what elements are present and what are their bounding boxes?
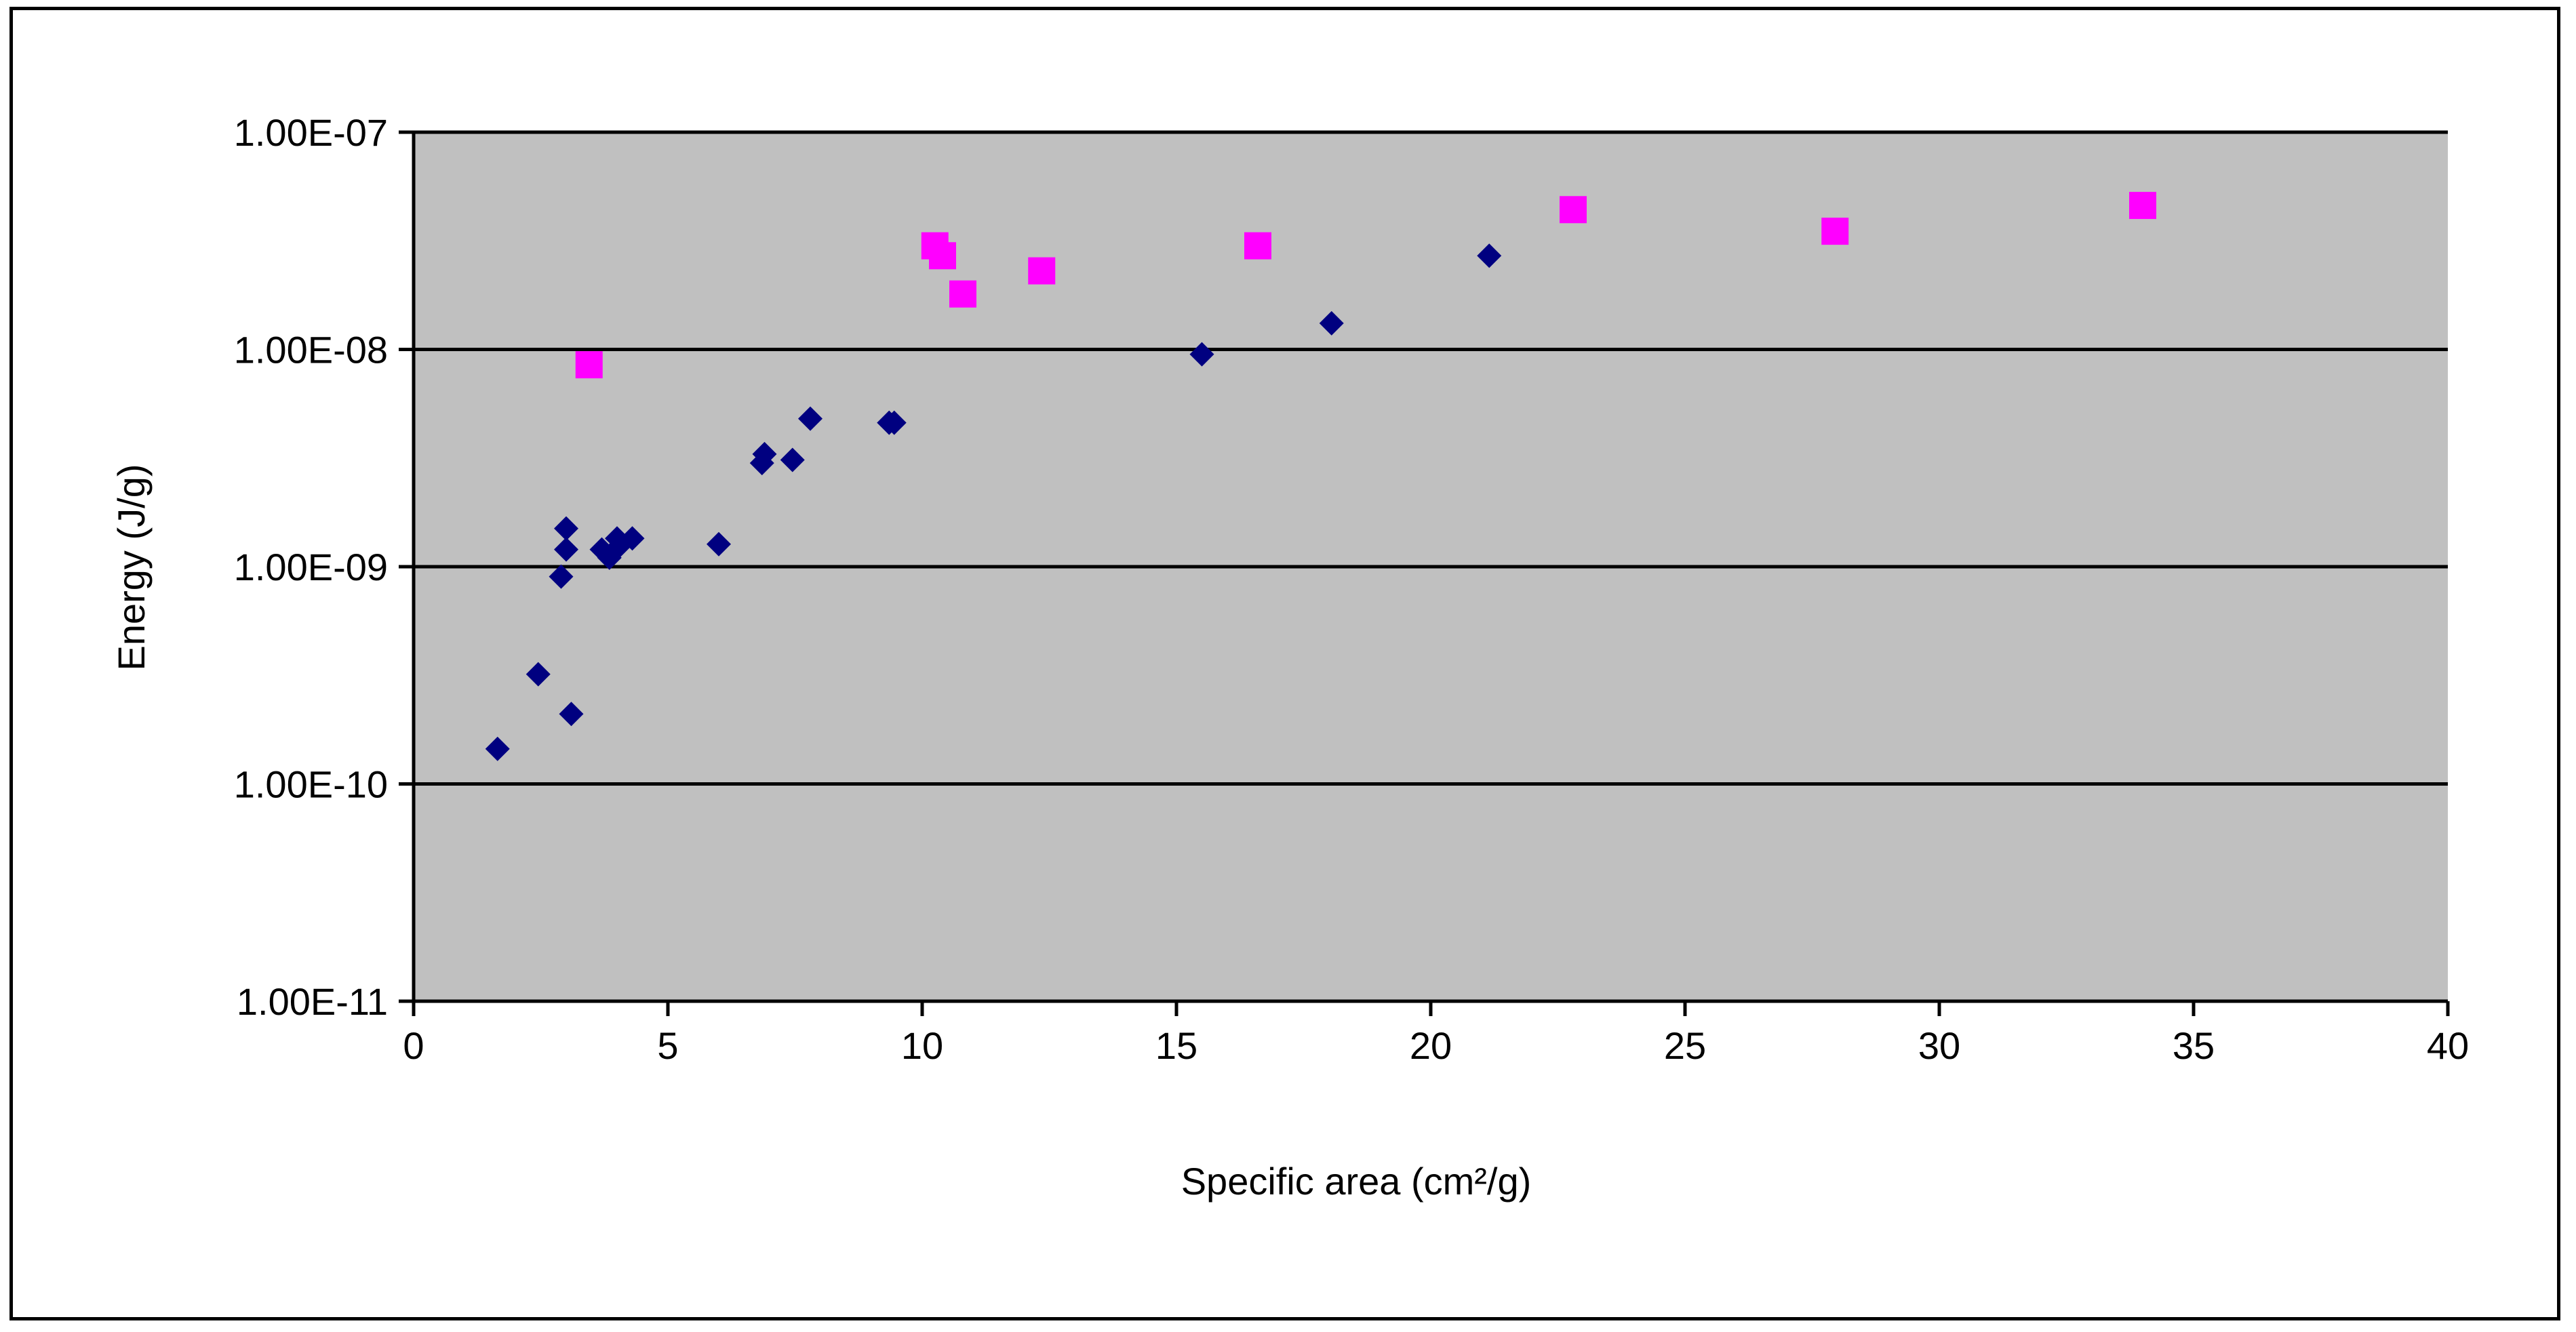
y-tick-label: 1.00E-09 [234,546,388,588]
data-point-diamond [485,736,510,761]
data-point-diamond [1319,310,1344,336]
data-point-diamond [798,406,823,431]
data-point-square [1028,257,1056,285]
data-point-square [575,351,603,379]
data-point-square [929,242,956,270]
data-point-diamond [707,531,731,557]
y-tick-label: 1.00E-11 [237,980,388,1023]
y-axis-title: Energy (J/g) [110,464,153,671]
data-point-diamond [752,441,777,466]
data-point-square [1821,218,1849,245]
data-point-diamond [881,410,907,435]
data-point-diamond [1477,243,1502,268]
axes [399,130,2450,1016]
data-point-square [2129,192,2156,220]
data-point-diamond [1189,342,1214,367]
x-axis-title: Specific area (cm²/g) [1181,1160,1532,1203]
data-point-diamond [554,516,578,541]
tick-labels: 1.00E-11 1.00E-10 1.00E-09 1.00E-08 1.00E-07… [234,111,2469,1067]
y-tick-label: 1.00E-08 [234,329,388,371]
x-tick-label: 25 [1664,1024,1706,1067]
data-point-diamond [620,526,645,551]
data-point-square [949,280,976,308]
x-tick-label: 10 [901,1024,943,1067]
x-tick-label: 5 [657,1024,678,1067]
data-points [485,192,2156,761]
x-tick-label: 35 [2173,1024,2215,1067]
data-point-diamond [559,702,584,727]
x-tick-label: 30 [1918,1024,1960,1067]
data-point-diamond [549,564,574,589]
data-point-diamond [780,447,805,472]
data-point-diamond [526,662,551,687]
data-point-diamond [554,537,578,562]
x-tick-label: 40 [2427,1024,2469,1067]
y-tick-label: 1.00E-10 [234,763,388,806]
data-point-square [1244,232,1271,260]
y-tick-label: 1.00E-07 [234,111,388,154]
x-tick-label: 15 [1155,1024,1197,1067]
x-tick-label: 0 [403,1024,424,1067]
gridlines [414,130,2448,786]
x-tick-label: 20 [1410,1024,1452,1067]
data-point-square [1560,196,1587,224]
